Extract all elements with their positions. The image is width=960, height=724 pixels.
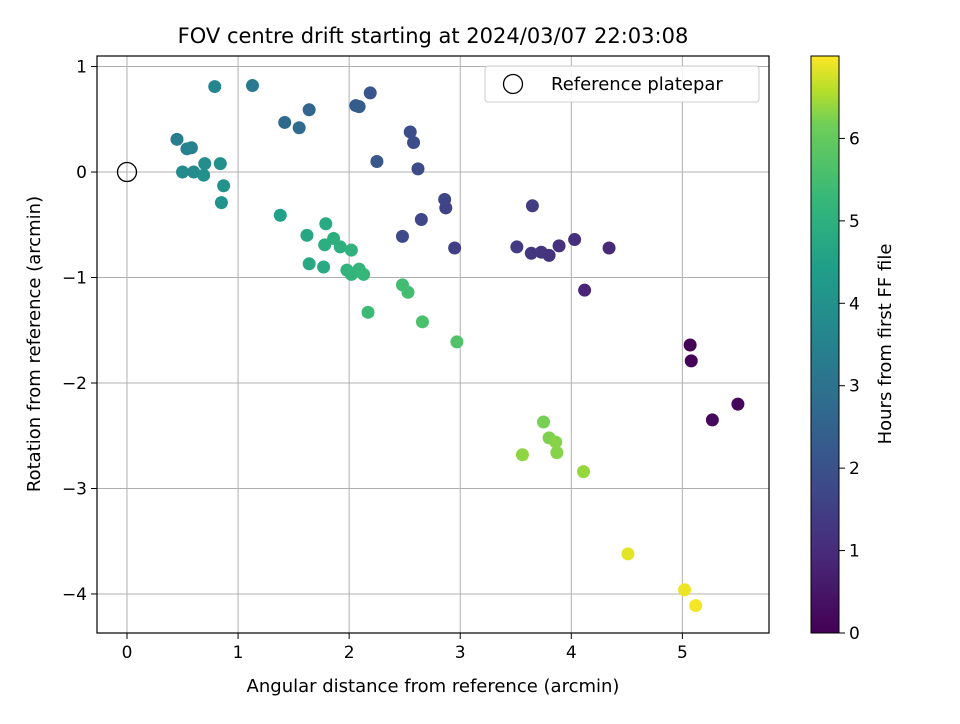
data-point (278, 115, 292, 129)
y-tick-label: −4 (62, 585, 87, 605)
colorbar-tick-label: 4 (849, 294, 860, 314)
data-point (300, 228, 314, 242)
data-point (403, 125, 417, 139)
colorbar: 0 1 2 3 4 5 6 Hours from first FF file (810, 55, 896, 644)
data-point (678, 583, 692, 597)
colorbar-ticks: 0 1 2 3 4 5 6 (839, 129, 860, 644)
x-tick-label: 2 (344, 643, 355, 663)
y-tick-label: −2 (62, 374, 87, 394)
y-axis-label: Rotation from reference (arcmin) (24, 196, 45, 492)
data-point (302, 257, 316, 271)
grid-lines (97, 56, 769, 633)
data-point (602, 241, 616, 255)
data-point (510, 240, 524, 254)
data-point (357, 267, 371, 281)
x-axis-label: Angular distance from reference (arcmin) (247, 676, 620, 697)
data-point (524, 246, 538, 260)
data-point (363, 86, 377, 100)
data-point (187, 165, 201, 179)
data-point (176, 165, 190, 179)
data-point (705, 413, 719, 427)
data-point (515, 448, 529, 462)
data-point (170, 132, 184, 146)
data-point (214, 196, 228, 210)
data-point (568, 233, 582, 247)
x-tick-label: 0 (122, 643, 133, 663)
reference-point-marker (116, 161, 138, 183)
data-point (414, 213, 428, 227)
data-point (415, 315, 429, 329)
legend-marker-reference (502, 73, 524, 95)
data-point (319, 217, 333, 231)
data-point (333, 240, 347, 254)
data-point (537, 415, 551, 429)
x-tick-label: 1 (233, 643, 244, 663)
data-point (213, 157, 227, 171)
data-point (246, 79, 260, 93)
data-point (184, 141, 198, 155)
x-tick-label: 4 (566, 643, 577, 663)
data-point (317, 260, 331, 274)
data-point (448, 241, 462, 255)
data-point (349, 99, 363, 113)
data-point (731, 397, 745, 411)
legend: Reference platepar (484, 65, 760, 103)
data-point (684, 354, 698, 368)
data-point (577, 465, 591, 479)
data-point (208, 80, 222, 94)
plot-frame (96, 55, 770, 634)
data-point (549, 435, 563, 449)
data-point (683, 338, 697, 352)
data-point (302, 103, 316, 117)
data-point (361, 305, 375, 319)
chart-title: FOV centre drift starting at 2024/03/07 … (178, 24, 689, 48)
colorbar-tick-label: 3 (849, 377, 860, 397)
data-point (407, 135, 421, 149)
data-points (116, 79, 745, 613)
data-point (395, 229, 409, 243)
data-point (450, 335, 464, 349)
y-tick-label: 0 (76, 163, 87, 183)
data-point (578, 283, 592, 297)
colorbar-gradient (810, 55, 840, 634)
colorbar-label: Hours from first FF file (875, 244, 896, 445)
legend-box (484, 65, 760, 103)
y-tick-label: −3 (62, 479, 87, 499)
data-point (401, 285, 415, 299)
colorbar-tick-label: 1 (849, 542, 860, 562)
data-point (438, 192, 452, 206)
legend-label-reference: Reference platepar (551, 74, 723, 95)
data-point (550, 446, 564, 460)
axis-ticks: 0 1 2 3 4 5 −4 −3 −2 −1 0 1 (62, 58, 688, 663)
colorbar-tick-label: 6 (849, 129, 860, 149)
data-point (197, 168, 211, 182)
data-point (292, 121, 306, 135)
data-point (217, 179, 231, 193)
data-point (198, 157, 212, 171)
data-point (344, 243, 358, 257)
colorbar-tick-label: 5 (849, 212, 860, 232)
data-point (689, 599, 703, 613)
data-point (525, 199, 539, 213)
data-point (370, 154, 384, 168)
data-point (534, 245, 548, 259)
colorbar-tick-label: 2 (849, 459, 860, 479)
y-tick-label: 1 (76, 58, 87, 78)
data-point (273, 208, 287, 222)
x-tick-label: 5 (677, 643, 688, 663)
data-point (552, 239, 566, 253)
y-tick-label: −1 (62, 269, 87, 289)
data-point (621, 547, 635, 561)
colorbar-tick-label: 0 (849, 624, 860, 644)
data-point (411, 162, 425, 176)
x-tick-label: 3 (455, 643, 466, 663)
